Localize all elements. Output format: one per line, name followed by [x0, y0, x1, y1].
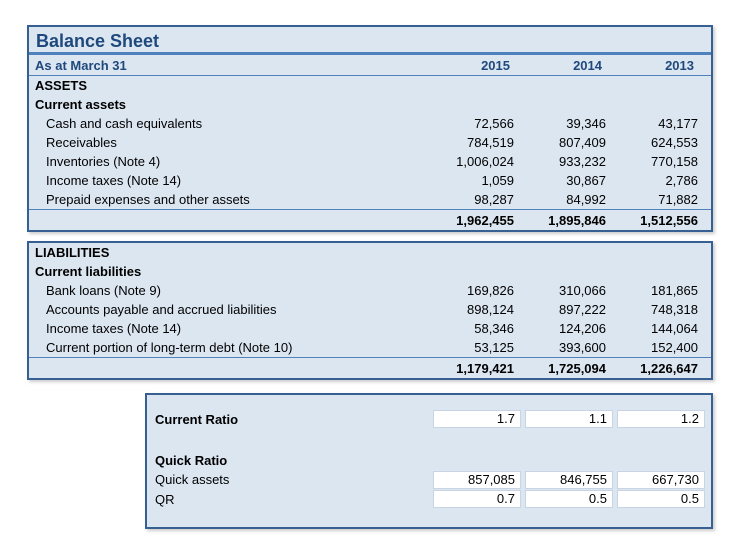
quick-assets-label: Quick assets: [155, 472, 230, 487]
value-2015: 898,124: [467, 302, 514, 317]
table-row-current-portion-ltd: Current portion of long-term debt (Note …: [29, 338, 711, 357]
quick-assets-cell-2013[interactable]: 667,730: [617, 470, 705, 489]
value-2015: 58,346: [474, 321, 514, 336]
value-2013: 71,882: [658, 192, 698, 207]
value-2014: 807,409: [559, 135, 606, 150]
year-header-2014: 2014: [573, 57, 602, 73]
total-2014: 1,895,846: [548, 212, 606, 228]
value-2013: 43,177: [658, 116, 698, 131]
value-2014: 393,600: [559, 340, 606, 355]
subsection-heading: Current liabilities: [35, 264, 142, 279]
column-header-row: As at March 31 2015 2014 2013: [29, 55, 711, 76]
value-2013: 181,865: [651, 283, 698, 298]
table-row-cash: Cash and cash equivalents 72,566 39,346 …: [29, 114, 711, 133]
value-2015: 1,006,024: [456, 154, 514, 169]
liabilities-table: LIABILITIES Current liabilities Bank loa…: [27, 241, 713, 380]
value-2014: 933,232: [559, 154, 606, 169]
total-2015: 1,962,455: [456, 212, 514, 228]
as-at-date-header: As at March 31: [35, 57, 127, 73]
total-2013: 1,226,647: [640, 360, 698, 376]
value-2015: 72,566: [474, 116, 514, 131]
year-header-2013: 2013: [665, 57, 694, 73]
value-2014: 897,222: [559, 302, 606, 317]
section-row-liabilities: LIABILITIES: [29, 243, 711, 262]
qr-cell-2015[interactable]: 0.7: [433, 490, 521, 508]
value-2014: 39,346: [566, 116, 606, 131]
qr-cell-2014[interactable]: 0.5: [525, 490, 613, 508]
row-label: Cash and cash equivalents: [46, 116, 203, 131]
quick-assets-cell-2014[interactable]: 846,755: [525, 470, 613, 489]
value-2013: 144,064: [651, 321, 698, 336]
table-row-bank-loans: Bank loans (Note 9) 169,826 310,066 181,…: [29, 281, 711, 300]
table-row-prepaid: Prepaid expenses and other assets 98,287…: [29, 190, 711, 209]
current-ratio-cell-2014[interactable]: 1.1: [525, 410, 613, 428]
quick-assets-cell-2015[interactable]: 857,085: [433, 470, 521, 489]
table-row-inventories: Inventories (Note 4) 1,006,024 933,232 7…: [29, 152, 711, 171]
total-2015: 1,179,421: [456, 360, 514, 376]
section-heading: ASSETS: [35, 78, 88, 93]
row-label: Bank loans (Note 9): [46, 283, 161, 298]
quick-ratio-heading: Quick Ratio: [155, 453, 228, 468]
value-2014: 310,066: [559, 283, 606, 298]
ratio-panel: Current Ratio 1.7 1.1 1.2 Quick Ratio Qu…: [145, 393, 713, 529]
row-label: Inventories (Note 4): [46, 154, 161, 169]
value-2013: 2,786: [665, 173, 698, 188]
qr-label: QR: [155, 491, 175, 507]
qr-row: QR 0.7 0.5 0.5: [147, 489, 711, 509]
value-2014: 124,206: [559, 321, 606, 336]
year-header-2015: 2015: [481, 57, 510, 73]
total-2013: 1,512,556: [640, 212, 698, 228]
section-row-assets: ASSETS: [29, 76, 711, 95]
value-2013: 152,400: [651, 340, 698, 355]
table-row-accounts-payable: Accounts payable and accrued liabilities…: [29, 300, 711, 319]
row-label: Current portion of long-term debt (Note …: [46, 340, 293, 355]
page-title: Balance Sheet: [29, 27, 711, 55]
total-2014: 1,725,094: [548, 360, 606, 376]
quick-ratio-header-row: Quick Ratio: [147, 451, 711, 470]
row-label: Prepaid expenses and other assets: [46, 192, 250, 207]
balance-sheet-table: Balance Sheet As at March 31 2015 2014 2…: [27, 25, 713, 232]
row-label: Income taxes (Note 14): [46, 321, 182, 336]
value-2015: 53,125: [474, 340, 514, 355]
panel-spacer: [147, 395, 711, 409]
panel-spacer: [147, 429, 711, 451]
current-ratio-row: Current Ratio 1.7 1.1 1.2: [147, 409, 711, 429]
subsection-heading: Current assets: [35, 97, 127, 112]
current-ratio-cell-2013[interactable]: 1.2: [617, 410, 705, 428]
value-2015: 169,826: [467, 283, 514, 298]
value-2015: 784,519: [467, 135, 514, 150]
subsection-row-current-liabilities: Current liabilities: [29, 262, 711, 281]
total-current-liabilities-row: 1,179,421 1,725,094 1,226,647: [29, 357, 711, 378]
total-current-assets-row: 1,962,455 1,895,846 1,512,556: [29, 209, 711, 230]
value-2013: 624,553: [651, 135, 698, 150]
table-row-income-taxes-assets: Income taxes (Note 14) 1,059 30,867 2,78…: [29, 171, 711, 190]
table-row-receivables: Receivables 784,519 807,409 624,553: [29, 133, 711, 152]
value-2014: 84,992: [566, 192, 606, 207]
current-ratio-label: Current Ratio: [155, 411, 239, 427]
row-label: Receivables: [46, 135, 117, 150]
value-2015: 98,287: [474, 192, 514, 207]
row-label: Accounts payable and accrued liabilities: [46, 302, 277, 317]
table-row-income-taxes-liab: Income taxes (Note 14) 58,346 124,206 14…: [29, 319, 711, 338]
section-heading: LIABILITIES: [35, 245, 110, 260]
qr-cell-2013[interactable]: 0.5: [617, 490, 705, 508]
subsection-row-current-assets: Current assets: [29, 95, 711, 114]
value-2014: 30,867: [566, 173, 606, 188]
row-label: Income taxes (Note 14): [46, 173, 182, 188]
value-2013: 748,318: [651, 302, 698, 317]
quick-assets-row: Quick assets 857,085 846,755 667,730: [147, 470, 711, 489]
value-2015: 1,059: [481, 173, 514, 188]
value-2013: 770,158: [651, 154, 698, 169]
current-ratio-cell-2015[interactable]: 1.7: [433, 410, 521, 428]
